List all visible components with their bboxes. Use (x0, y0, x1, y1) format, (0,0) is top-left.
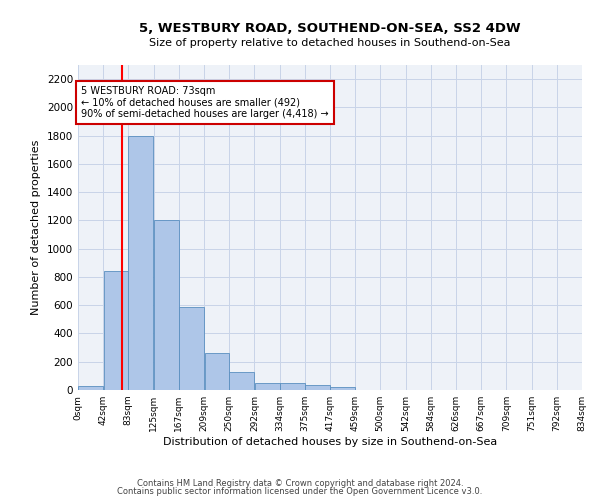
Bar (179, 306, 204, 390)
Bar (205, 354, 229, 390)
Bar (104, 270, 128, 390)
Y-axis label: Number of detached properties: Number of detached properties (31, 140, 41, 315)
Bar (154, 220, 179, 390)
Text: Size of property relative to detached houses in Southend-on-Sea: Size of property relative to detached ho… (149, 38, 511, 48)
Bar (280, 383, 305, 390)
Text: 5, WESTBURY ROAD, SOUTHEND-ON-SEA, SS2 4DW: 5, WESTBURY ROAD, SOUTHEND-ON-SEA, SS2 4… (139, 22, 521, 36)
Bar (229, 372, 254, 390)
Bar (331, 387, 355, 390)
Bar (79, 386, 103, 390)
Text: 5 WESTBURY ROAD: 73sqm
← 10% of detached houses are smaller (492)
90% of semi-de: 5 WESTBURY ROAD: 73sqm ← 10% of detached… (81, 86, 329, 120)
Bar (255, 383, 280, 390)
Text: Contains public sector information licensed under the Open Government Licence v3: Contains public sector information licen… (118, 487, 482, 496)
Text: Contains HM Land Registry data © Crown copyright and database right 2024.: Contains HM Land Registry data © Crown c… (137, 478, 463, 488)
X-axis label: Distribution of detached houses by size in Southend-on-Sea: Distribution of detached houses by size … (163, 437, 497, 447)
Bar (128, 136, 153, 390)
Bar (305, 385, 329, 390)
